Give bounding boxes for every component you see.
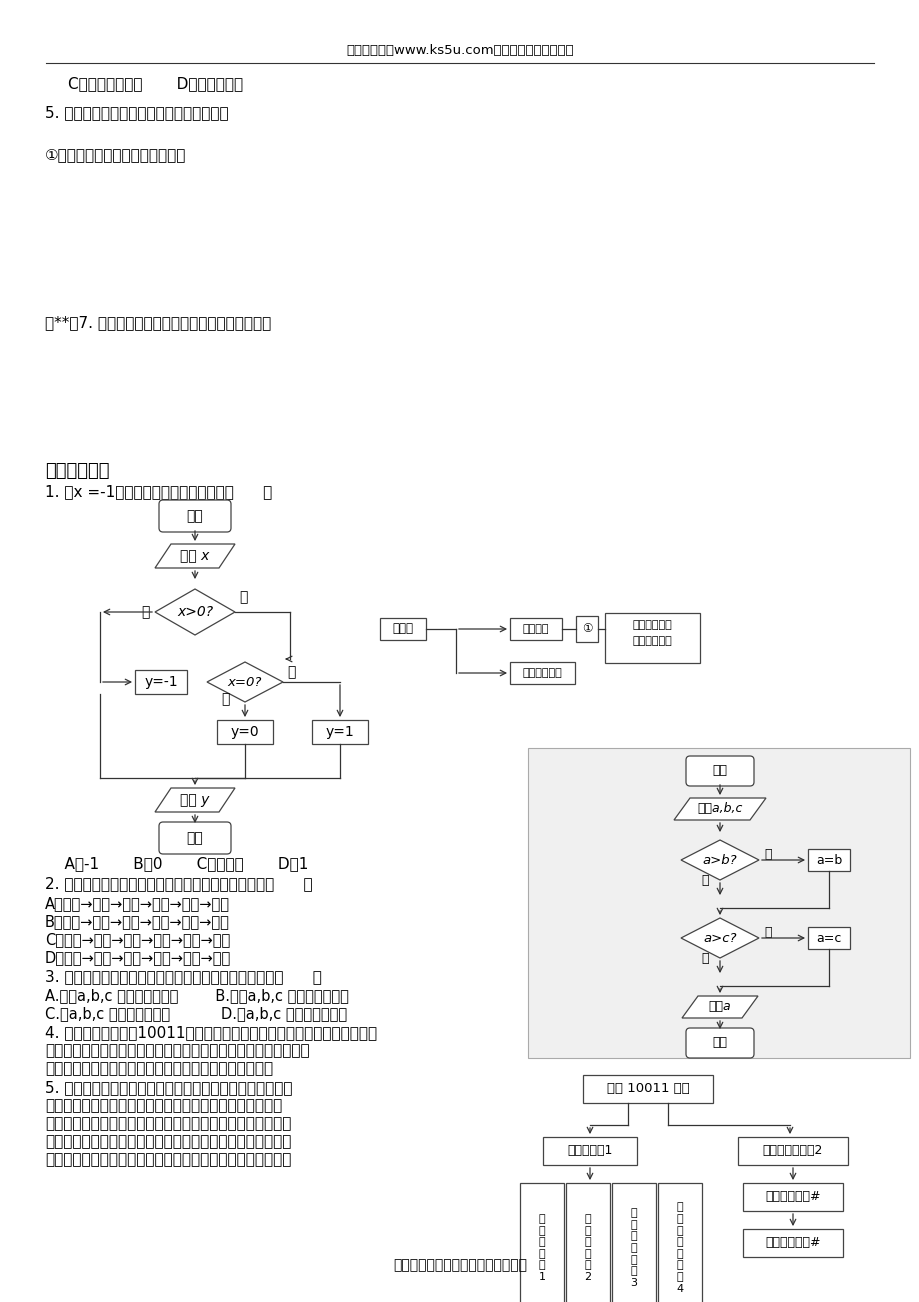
FancyBboxPatch shape [312,720,368,743]
FancyBboxPatch shape [217,720,273,743]
Polygon shape [207,661,283,702]
Text: 输入 x: 输入 x [180,549,210,562]
Text: 结束: 结束 [711,1036,727,1049]
FancyBboxPatch shape [737,1137,847,1165]
Text: 腰和底边不等: 腰和底边不等 [631,620,671,630]
Text: 否: 否 [239,590,247,604]
Text: y=1: y=1 [325,725,354,740]
Polygon shape [680,840,758,880]
Text: 5. 要在某一规划区域内筹建工厂，拆迁和工程设计可以同时: 5. 要在某一规划区域内筹建工厂，拆迁和工程设计可以同时 [45,1079,292,1095]
FancyBboxPatch shape [743,1184,842,1211]
Polygon shape [154,544,234,568]
FancyBboxPatch shape [807,849,849,871]
Text: A．-1       B．0       C．不存在       D．1: A．-1 B．0 C．不存在 D．1 [45,855,308,871]
Text: a=b: a=b [815,854,841,867]
Text: 2. 下面是去图书馆借阅图书的流程图，表示正确的是（      ）: 2. 下面是去图书馆借阅图书的流程图，表示正确的是（ ） [45,876,312,891]
Text: 开始: 开始 [187,509,203,523]
Text: 查询其他手机按2: 查询其他手机按2 [762,1144,823,1157]
Text: 否: 否 [287,665,295,680]
Text: a>b?: a>b? [702,854,736,867]
Text: a>c?: a>c? [702,931,736,944]
Text: A．入库→阅览→找书→还书→出库→借书: A．入库→阅览→找书→还书→出库→借书 [45,896,230,911]
FancyBboxPatch shape [380,618,425,641]
Text: 骤＿＿＿＿＿＿＿＿＿＿＿＿＿＿＿＿＿＿＿＿＿＿＿＿: 骤＿＿＿＿＿＿＿＿＿＿＿＿＿＿＿＿＿＿＿＿＿＿＿＿ [45,1061,273,1075]
FancyBboxPatch shape [657,1184,701,1302]
FancyBboxPatch shape [743,1229,842,1256]
Text: 5. 如图是按边对三角形进行分类的结构图，: 5. 如图是按边对三角形进行分类的结构图， [45,105,229,120]
Text: x=0?: x=0? [228,676,262,689]
Polygon shape [154,589,234,635]
Text: 是: 是 [764,926,771,939]
FancyBboxPatch shape [686,756,754,786]
Text: y=0: y=0 [231,725,259,740]
Text: 设备采购进行完之后，才能进行设备安装和调试，待此工序完: 设备采购进行完之后，才能进行设备安装和调试，待此工序完 [45,1152,291,1167]
Text: 输出 y: 输出 y [180,793,210,807]
FancyBboxPatch shape [686,1029,754,1059]
FancyBboxPatch shape [611,1184,655,1302]
Text: x>0?: x>0? [176,605,213,618]
Text: 不等腰三角形: 不等腰三角形 [522,668,562,678]
Text: ①处应填入＿＿＿＿＿＿＿＿＿．: ①处应填入＿＿＿＿＿＿＿＿＿． [45,147,187,161]
FancyBboxPatch shape [519,1184,563,1302]
FancyBboxPatch shape [575,616,597,642]
Polygon shape [674,798,766,820]
Text: y=-1: y=-1 [144,674,177,689]
Text: 的等腰三角形: 的等腰三角形 [631,635,671,646]
Text: 3. 给出以下一个算法的程序框图，该程序框图的功能是（      ）: 3. 给出以下一个算法的程序框图，该程序框图的功能是（ ） [45,969,322,984]
Text: 等腰三角: 等腰三角 [522,624,549,634]
Text: 余
额
查
询
按
2: 余 额 查 询 按 2 [584,1213,591,1282]
Text: 结束: 结束 [187,831,203,845]
Text: 如果某人（该公司用户）用手机查询该手机卡上余额，那么操作步: 如果某人（该公司用户）用手机查询该手机卡上余额，那么操作步 [45,1043,310,1059]
FancyBboxPatch shape [542,1137,636,1165]
Text: 是: 是 [764,848,771,861]
FancyBboxPatch shape [509,618,562,641]
Polygon shape [681,996,757,1018]
Text: 否: 否 [700,874,708,887]
Text: 1. 把x =-1输入如图所示的流程图可得（      ）: 1. 把x =-1输入如图所示的流程图可得（ ） [45,484,272,499]
Text: A.求出a,b,c 三数中的最大数        B.求出a,b,c 三数中的最小数: A.求出a,b,c 三数中的最大数 B.求出a,b,c 三数中的最小数 [45,988,348,1003]
Text: 否: 否 [700,952,708,965]
Text: 设备采购，这两项又可以同时进行。显然，当拆迁工作和土建: 设备采购，这两项又可以同时进行。显然，当拆迁工作和土建 [45,1116,291,1131]
Text: 是: 是 [141,605,149,618]
Text: 4. 某地通信公司推出10011电话服务，其中话费查询业务流程图如图所示，: 4. 某地通信公司推出10011电话服务，其中话费查询业务流程图如图所示， [45,1025,377,1040]
Polygon shape [680,918,758,958]
FancyBboxPatch shape [159,822,231,854]
Text: 四．课后练习: 四．课后练习 [45,462,109,480]
Text: 查询本机按1: 查询本机按1 [567,1144,612,1157]
Text: 拨通 10011 电话: 拨通 10011 电话 [606,1082,688,1095]
Text: ①: ① [581,622,592,635]
FancyBboxPatch shape [509,661,574,684]
Text: 三角形: 三角形 [392,622,413,635]
Text: 设计进行完之后，才能进行厂房土建工程，在厂房土建工程和: 设计进行完之后，才能进行厂房土建工程，在厂房土建工程和 [45,1134,291,1148]
Text: B．入库→找书→阅览→还书→出库→借书: B．入库→找书→阅览→还书→出库→借书 [45,914,230,930]
Text: D．入库→找书→阅览→借书→还书→出库: D．入库→找书→阅览→借书→还书→出库 [45,950,231,965]
Text: 传
真
话
费
详
单
按
4: 传 真 话 费 详 单 按 4 [675,1203,683,1294]
Text: 输入a,b,c: 输入a,b,c [697,802,742,815]
FancyBboxPatch shape [135,671,187,694]
Text: 当
前
话
费
按
1: 当 前 话 费 按 1 [538,1213,545,1282]
FancyBboxPatch shape [583,1075,712,1103]
FancyBboxPatch shape [565,1184,609,1302]
FancyBboxPatch shape [807,927,849,949]
Text: C．概率统计定义       D．概率的应用: C．概率统计定义 D．概率的应用 [68,76,243,91]
Text: 输出a: 输出a [708,1000,731,1013]
Text: 是: 是 [221,691,229,706]
Text: 开始: 开始 [711,764,727,777]
Text: 欢迎广大教师踊跃来稿，稿酬丰厚。: 欢迎广大教师踊跃来稿，稿酬丰厚。 [392,1258,527,1272]
Polygon shape [154,788,234,812]
Text: C．入库→找书→阅览→借书→出库→还书: C．入库→找书→阅览→借书→出库→还书 [45,932,230,947]
Text: 输入手机号码#: 输入手机号码# [765,1190,820,1203]
Text: 进行。如果工程设计分为两个部分的话，那就是土建设计与: 进行。如果工程设计分为两个部分的话，那就是土建设计与 [45,1098,282,1113]
FancyBboxPatch shape [528,749,909,1059]
Text: 月
结
费
查
询
按
3: 月 结 费 查 询 按 3 [630,1208,637,1288]
Text: a=c: a=c [815,931,841,944]
Text: （**）7. 请画出判断一个数是否是素数的算法框图。: （**）7. 请画出判断一个数是否是素数的算法框图。 [45,315,271,329]
FancyBboxPatch shape [159,500,231,533]
Text: 输入手机密码#: 输入手机密码# [765,1237,820,1250]
Text: 高考资源网（www.ks5u.com），您身边的高考专家: 高考资源网（www.ks5u.com），您身边的高考专家 [346,44,573,57]
Text: C.将a,b,c 按从小到大排列           D.将a,b,c 按从大到小排列: C.将a,b,c 按从小到大排列 D.将a,b,c 按从大到小排列 [45,1006,346,1021]
FancyBboxPatch shape [605,613,699,663]
